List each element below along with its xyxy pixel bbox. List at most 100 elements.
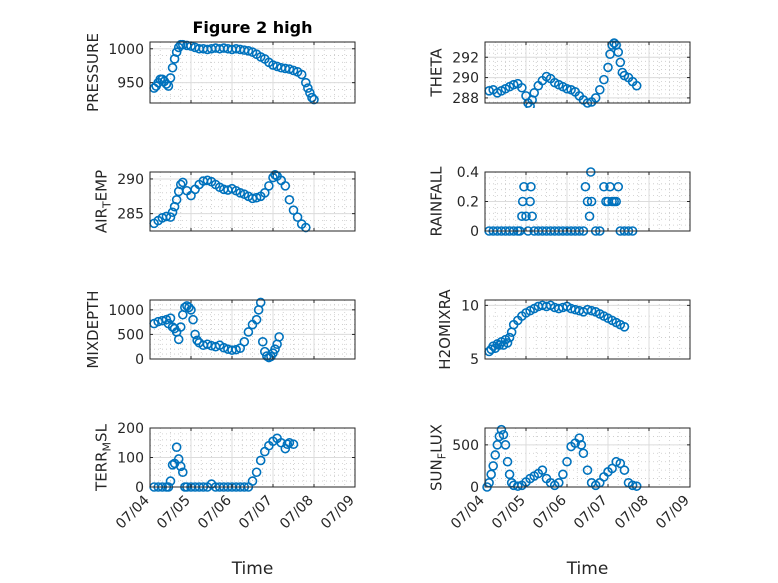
data-point xyxy=(165,73,176,83)
data-point xyxy=(259,188,270,198)
data-point xyxy=(537,465,548,475)
subplot-2: 288 290 292 THETA xyxy=(428,38,691,108)
y-tick-label: 5 xyxy=(470,352,479,368)
y-axis-label: THETA xyxy=(428,48,446,98)
data-point xyxy=(582,465,593,475)
data-point xyxy=(594,84,605,95)
data-point xyxy=(175,461,186,472)
axes-box xyxy=(149,299,356,360)
data-point xyxy=(504,332,515,343)
data-point xyxy=(578,448,589,459)
data-point xyxy=(270,169,280,180)
data-point xyxy=(526,181,536,192)
y-axis-label: RAINFALL xyxy=(428,166,446,237)
data-point xyxy=(247,476,258,486)
data-point xyxy=(586,305,597,316)
data-point xyxy=(274,332,284,342)
axes-box xyxy=(149,171,356,232)
data-point xyxy=(167,62,178,73)
data-point xyxy=(184,302,194,313)
y-tick-label: 1000 xyxy=(108,303,144,319)
x-axis-label: Time xyxy=(566,559,609,579)
y-axis-label: SUNFLUX xyxy=(428,424,449,491)
data-point xyxy=(504,469,515,480)
subplot-6: 5 10 H2OMIXRA xyxy=(436,289,691,370)
data-point xyxy=(512,481,523,491)
data-point xyxy=(519,181,529,192)
data-point xyxy=(502,456,513,467)
data-point xyxy=(178,177,188,188)
y-tick-label: 500 xyxy=(452,438,479,454)
chart-title: Figure 2 high xyxy=(193,18,313,37)
data-point xyxy=(270,344,280,354)
data-point xyxy=(251,314,262,325)
data-point xyxy=(300,222,311,233)
data-point xyxy=(251,192,262,203)
data-point xyxy=(255,297,266,308)
data-point xyxy=(500,440,511,450)
data-point xyxy=(284,437,295,448)
y-tick-label: 288 xyxy=(452,91,479,107)
data-point xyxy=(558,469,568,480)
y-tick-label: 100 xyxy=(117,451,144,467)
data-point xyxy=(496,424,507,435)
y-tick-label: 285 xyxy=(117,207,144,223)
data-point xyxy=(521,211,531,222)
data-point xyxy=(607,463,617,474)
data-point xyxy=(171,442,182,452)
data-point xyxy=(631,80,642,91)
y-tick-label: 290 xyxy=(117,172,144,188)
data-point xyxy=(296,69,307,80)
data-point xyxy=(239,336,250,347)
data-point xyxy=(615,458,626,469)
y-axis-label: MIXDEPTH xyxy=(84,290,102,368)
data-point xyxy=(171,47,182,57)
data-point xyxy=(165,313,176,323)
data-point xyxy=(288,205,299,215)
data-point xyxy=(190,329,200,340)
y-tick-label: 0.2 xyxy=(457,195,479,211)
data-markers xyxy=(482,424,642,492)
y-tick-label: 0 xyxy=(470,480,479,496)
data-point xyxy=(268,60,278,70)
y-axis-label: TERRMSL xyxy=(93,423,114,492)
data-point xyxy=(280,181,291,191)
data-point xyxy=(517,82,527,93)
data-markers xyxy=(149,297,284,363)
y-tick-label: 0.4 xyxy=(457,165,479,181)
data-point xyxy=(613,181,624,192)
data-point xyxy=(607,40,617,50)
data-point xyxy=(562,456,572,467)
data-point xyxy=(307,92,317,103)
data-point xyxy=(292,212,303,222)
y-tick-label: 292 xyxy=(452,50,479,66)
y-tick-label: 0 xyxy=(470,224,479,240)
data-point xyxy=(590,93,601,103)
data-point xyxy=(309,94,319,105)
data-point xyxy=(180,302,190,313)
data-point xyxy=(584,211,595,222)
data-point xyxy=(525,101,535,108)
data-point xyxy=(284,194,295,205)
x-axis-label: Time xyxy=(231,559,274,579)
data-point xyxy=(219,342,229,353)
y-tick-label: 500 xyxy=(117,327,144,343)
data-point xyxy=(627,480,638,491)
data-point xyxy=(303,83,313,93)
data-point xyxy=(580,181,591,192)
data-point xyxy=(288,439,299,450)
y-tick-label: 1000 xyxy=(108,42,144,58)
data-point xyxy=(300,77,311,88)
subplot-4: 0 0.2 0.4 RAINFALL xyxy=(428,165,691,240)
data-point xyxy=(305,88,315,98)
subplot-1: 950 1000 PRESSURE Figure 2 high xyxy=(84,18,356,112)
data-point xyxy=(527,211,537,222)
axes-box xyxy=(484,41,691,104)
data-point xyxy=(609,38,619,48)
data-point xyxy=(186,305,196,315)
data-point xyxy=(517,211,527,222)
data-point xyxy=(175,179,186,190)
data-point xyxy=(619,322,630,332)
